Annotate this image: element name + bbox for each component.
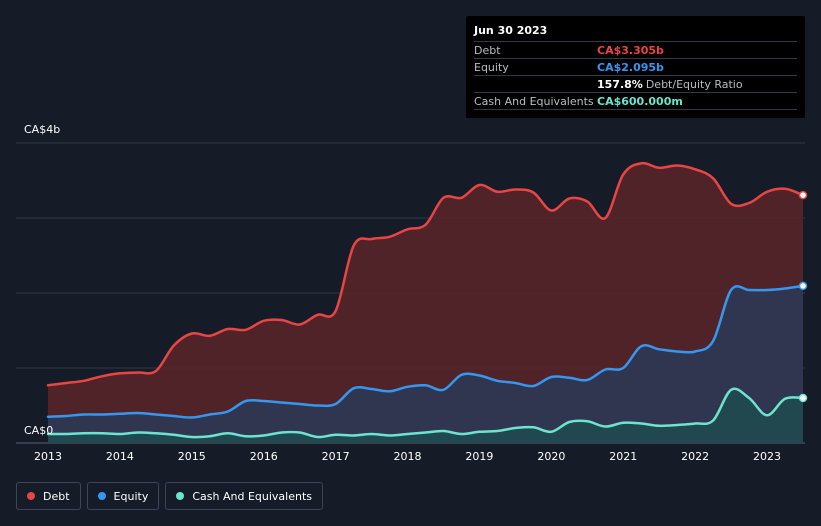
tooltip-cash-label: Cash And Equivalents [474,94,594,108]
series-lines [46,161,805,439]
x-tick-2023: 2023 [753,450,781,463]
legend-item-debt[interactable]: Debt [16,482,81,510]
endpoint-debt [798,190,808,200]
x-tick-2022: 2022 [681,450,709,463]
series-areas [48,163,803,443]
tooltip-equity-label: Equity [474,60,509,74]
tooltip-equity-value: CA$2.095b [597,60,664,74]
endpoint-equity [798,281,808,291]
x-tick-2017: 2017 [322,450,350,463]
tooltip-row-ratio: 157.8% Debt/Equity Ratio [474,75,797,92]
area-equity [48,285,803,443]
tooltip-date: Jun 30 2023 [474,24,548,37]
legend: Debt Equity Cash And Equivalents [16,482,323,510]
legend-dot-equity-icon [97,492,106,500]
x-tick-2013: 2013 [34,450,62,463]
x-tick-2018: 2018 [394,450,422,463]
x-axis-ticks: 2013 2014 2015 2016 2017 2018 2019 2020 2021 2022… [34,450,781,463]
tooltip-ratio-caption: Debt/Equity Ratio [645,77,743,91]
legend-dot-debt-icon [27,492,35,500]
tooltip-debt-value: CA$3.305b [597,43,664,57]
tooltip-panel: Jun 30 2023 Debt CA$3.305b Equity CA$2.0… [466,16,805,118]
legend-label-equity: Equity [113,489,149,503]
y-axis-top-label: CA$4b [24,123,60,136]
legend-dot-cash-icon [176,492,185,500]
tooltip-debt-label: Debt [474,43,501,57]
x-tick-2015: 2015 [178,450,206,463]
legend-label-cash: Cash And Equivalents [192,489,312,503]
x-tick-2014: 2014 [106,450,134,463]
tooltip-ratio-value: 157.8% [597,77,643,91]
tooltip-row-cash: Cash And Equivalents CA$600.000m [474,92,797,110]
tooltip-row-debt: Debt CA$3.305b [474,41,797,58]
legend-item-cash[interactable]: Cash And Equivalents [165,482,323,510]
line-debt [46,161,805,387]
series-endpoints [798,190,808,403]
legend-label-debt: Debt [43,489,70,503]
x-tick-2016: 2016 [250,450,278,463]
x-tick-2020: 2020 [537,450,565,463]
endpoint-cash-and-equivalents [798,393,808,403]
x-tick-2021: 2021 [609,450,637,463]
y-axis-bottom-label: CA$0 [24,424,53,437]
line-cash-and-equivalents [46,387,805,439]
area-cash-and-equivalents [48,388,803,443]
tooltip-row-equity: Equity CA$2.095b [474,58,797,75]
x-tick-2019: 2019 [465,450,493,463]
tooltip-cash-value: CA$600.000m [597,94,683,108]
line-equity [46,284,805,419]
legend-item-equity[interactable]: Equity [86,482,160,510]
